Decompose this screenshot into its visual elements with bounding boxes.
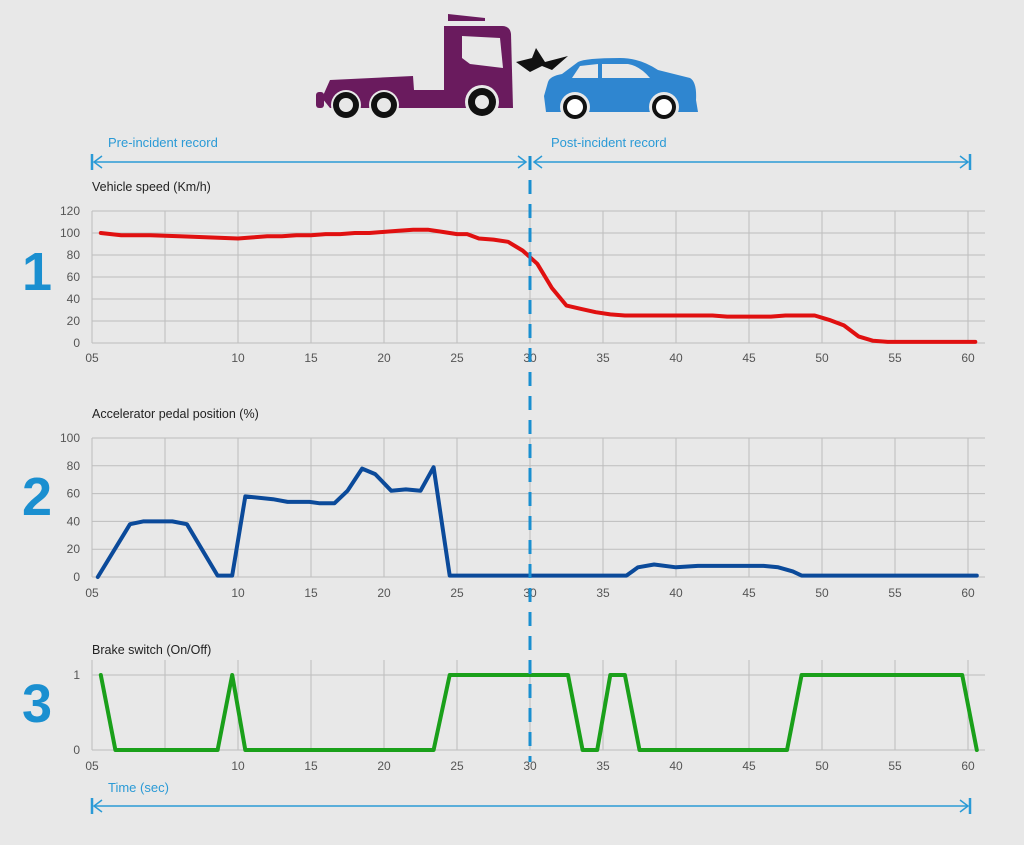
x-tick-label: 05 — [85, 351, 99, 365]
x-tick-label: 20 — [377, 759, 391, 773]
x-tick-label: 25 — [450, 351, 464, 365]
y-tick-label: 0 — [73, 570, 80, 584]
pre-incident-label: Pre-incident record — [108, 135, 218, 150]
y-tick-label: 0 — [73, 336, 80, 350]
x-tick-label: 10 — [231, 586, 245, 600]
truck-illustration — [316, 14, 513, 120]
chart-title: Vehicle speed (Km/h) — [92, 180, 211, 194]
x-tick-label: 60 — [961, 586, 975, 600]
post-incident-arrow — [532, 154, 972, 170]
x-tick-label: 05 — [85, 759, 99, 773]
x-tick-label: 10 — [231, 351, 245, 365]
impact-icon — [516, 48, 568, 72]
series-line-accelerator-pedal-position — [95, 465, 979, 579]
time-axis-label: Time (sec) — [108, 780, 169, 795]
x-tick-label: 60 — [961, 759, 975, 773]
y-tick-label: 1 — [73, 668, 80, 682]
x-tick-label: 20 — [377, 351, 391, 365]
x-tick-label: 15 — [304, 759, 318, 773]
x-tick-label: 30 — [523, 759, 537, 773]
x-tick-label: 40 — [669, 586, 683, 600]
y-tick-label: 0 — [73, 743, 80, 757]
x-tick-label: 55 — [888, 759, 902, 773]
y-tick-label: 60 — [67, 487, 81, 501]
x-tick-label: 25 — [450, 759, 464, 773]
x-tick-label: 35 — [596, 586, 610, 600]
x-tick-label: 45 — [742, 586, 756, 600]
x-tick-label: 45 — [742, 351, 756, 365]
x-tick-label: 05 — [85, 586, 99, 600]
y-tick-label: 100 — [60, 431, 80, 445]
x-tick-label: 60 — [961, 351, 975, 365]
x-tick-label: 50 — [815, 759, 829, 773]
y-tick-label: 60 — [67, 270, 81, 284]
y-tick-label: 120 — [60, 204, 80, 218]
x-tick-label: 20 — [377, 586, 391, 600]
post-incident-label: Post-incident record — [551, 135, 667, 150]
y-tick-label: 40 — [67, 292, 81, 306]
series-line-vehicle-speed — [98, 227, 978, 344]
x-tick-label: 50 — [815, 586, 829, 600]
y-tick-label: 20 — [67, 542, 81, 556]
x-tick-label: 35 — [596, 351, 610, 365]
x-tick-label: 10 — [231, 759, 245, 773]
x-tick-label: 55 — [888, 586, 902, 600]
x-tick-label: 45 — [742, 759, 756, 773]
x-tick-label: 40 — [669, 351, 683, 365]
panel-number: 1 — [22, 242, 52, 302]
panel-number: 2 — [22, 467, 52, 527]
x-tick-label: 55 — [888, 351, 902, 365]
time-arrow — [90, 798, 972, 814]
x-tick-label: 15 — [304, 586, 318, 600]
x-tick-label: 25 — [450, 586, 464, 600]
panel-2: Accelerator pedal position (%)2020406080… — [22, 407, 985, 600]
x-tick-label: 50 — [815, 351, 829, 365]
x-tick-label: 40 — [669, 759, 683, 773]
pre-incident-arrow — [90, 154, 528, 170]
car-illustration — [544, 58, 698, 122]
y-tick-label: 100 — [60, 226, 80, 240]
y-tick-label: 80 — [67, 248, 81, 262]
chart-title: Accelerator pedal position (%) — [92, 407, 259, 421]
x-tick-label: 15 — [304, 351, 318, 365]
y-tick-label: 40 — [67, 514, 81, 528]
x-tick-label: 35 — [596, 759, 610, 773]
chart-title: Brake switch (On/Off) — [92, 643, 211, 657]
panel-number: 3 — [22, 674, 52, 734]
y-tick-label: 20 — [67, 314, 81, 328]
truck-wheels — [331, 85, 499, 120]
y-tick-label: 80 — [67, 459, 81, 473]
series-line-brake-switch — [98, 673, 979, 752]
